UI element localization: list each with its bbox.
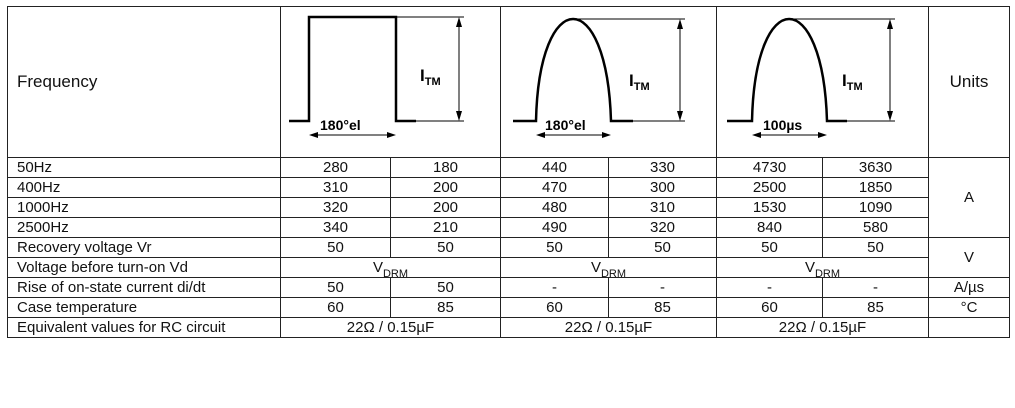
- table-cell: 300: [608, 177, 717, 198]
- table-cell: 60: [280, 297, 391, 318]
- table-cell-rc: 22Ω / 0.15µF: [716, 317, 929, 338]
- table-cell: 330: [608, 157, 717, 178]
- table-cell: 50: [608, 237, 717, 258]
- waveform-rectangular-cell: 180°el ITM: [280, 6, 501, 158]
- table-cell: 50: [280, 237, 391, 258]
- table-cell: 50: [390, 237, 501, 258]
- table-cell: -: [822, 277, 929, 298]
- rectangular-pulse-icon: 180°el ITM: [289, 15, 464, 138]
- table-cell-vdrm: VDRM: [500, 257, 717, 278]
- table-cell: 4730: [716, 157, 823, 178]
- table-cell-rc: 22Ω / 0.15µF: [280, 317, 501, 338]
- table-cell: -: [716, 277, 823, 298]
- pulse-width-label: 100µs: [763, 117, 802, 133]
- table-cell: 320: [280, 197, 391, 218]
- unit-cell-voltage: V: [928, 237, 1010, 278]
- unit-cell-current: A: [928, 157, 1010, 238]
- table-cell: 50: [716, 237, 823, 258]
- table-cell: 470: [500, 177, 609, 198]
- table-cell: 60: [716, 297, 823, 318]
- table-row-rc-circuit: Equivalent values for RC circuit 22Ω / 0…: [7, 317, 1010, 338]
- table-cell: 50: [390, 277, 501, 298]
- table-row-400hz: 400Hz 310 200 470 300 2500 1850: [7, 177, 1010, 198]
- table-cell-vdrm: VDRM: [716, 257, 929, 278]
- peak-current-label: ITM: [842, 71, 863, 93]
- table-cell: 3630: [822, 157, 929, 178]
- table-cell: 2500: [716, 177, 823, 198]
- table-cell: 320: [608, 217, 717, 238]
- table-cell: 840: [716, 217, 823, 238]
- table-cell: 200: [390, 177, 501, 198]
- table-cell: 210: [390, 217, 501, 238]
- table-cell: 50: [822, 237, 929, 258]
- row-label: 50Hz: [7, 157, 281, 178]
- table-cell: 440: [500, 157, 609, 178]
- table-cell: 60: [500, 297, 609, 318]
- table-cell: 310: [608, 197, 717, 218]
- table-cell: 280: [280, 157, 391, 178]
- table-row-50hz: 50Hz 280 180 440 330 4730 3630 A: [7, 157, 1010, 238]
- table-cell: 580: [822, 217, 929, 238]
- table-cell: 85: [822, 297, 929, 318]
- ratings-table: Frequency 180°el ITM: [7, 6, 1010, 338]
- peak-current-label: ITM: [420, 66, 441, 88]
- table-cell: 200: [390, 197, 501, 218]
- table-cell: 85: [608, 297, 717, 318]
- row-label: 2500Hz: [7, 217, 281, 238]
- unit-cell: A/µs: [928, 277, 1010, 298]
- table-cell: 480: [500, 197, 609, 218]
- table-row-recovery-voltage: Recovery voltage Vr 50 50 50 50 50 50 V: [7, 237, 1010, 278]
- waveform-sinusoidal-short-cell: 100µs ITM: [716, 6, 929, 158]
- table-cell: 340: [280, 217, 391, 238]
- units-header: Units: [928, 6, 1010, 158]
- pulse-width-label: 180°el: [320, 117, 361, 133]
- row-label: Rise of on-state current di/dt: [7, 277, 281, 298]
- table-cell: 50: [500, 237, 609, 258]
- table-row-1000hz: 1000Hz 320 200 480 310 1530 1090: [7, 197, 1010, 218]
- header-row: Frequency 180°el ITM: [7, 6, 1010, 158]
- unit-cell: °C: [928, 297, 1010, 318]
- waveform-sinusoidal-cell: 180°el ITM: [500, 6, 717, 158]
- pulse-width-label: 180°el: [545, 117, 586, 133]
- row-label: 1000Hz: [7, 197, 281, 218]
- table-cell: 310: [280, 177, 391, 198]
- row-label: Voltage before turn-on Vd: [7, 257, 281, 278]
- table-cell-rc: 22Ω / 0.15µF: [500, 317, 717, 338]
- frequency-header: Frequency: [7, 6, 281, 158]
- sinusoidal-short-pulse-icon: 100µs ITM: [727, 18, 895, 138]
- table-cell: -: [500, 277, 609, 298]
- table-row-di-dt: Rise of on-state current di/dt 50 50 - -…: [7, 277, 1010, 298]
- table-cell: 1850: [822, 177, 929, 198]
- row-label: Case temperature: [7, 297, 281, 318]
- table-cell: 85: [390, 297, 501, 318]
- table-row-voltage-before-turn-on: Voltage before turn-on Vd VDRM VDRM VDRM: [7, 257, 1010, 278]
- row-label: Equivalent values for RC circuit: [7, 317, 281, 338]
- table-cell-vdrm: VDRM: [280, 257, 501, 278]
- table-cell: 1090: [822, 197, 929, 218]
- table-cell: 1530: [716, 197, 823, 218]
- peak-current-label: ITM: [629, 71, 650, 93]
- row-label: 400Hz: [7, 177, 281, 198]
- table-row-case-temperature: Case temperature 60 85 60 85 60 85 °C: [7, 297, 1010, 318]
- table-cell: 490: [500, 217, 609, 238]
- table-row-2500hz: 2500Hz 340 210 490 320 840 580: [7, 217, 1010, 238]
- table-cell: 50: [280, 277, 391, 298]
- table-cell: -: [608, 277, 717, 298]
- table-cell: 180: [390, 157, 501, 178]
- row-label: Recovery voltage Vr: [7, 237, 281, 258]
- sinusoidal-pulse-icon: 180°el ITM: [513, 18, 685, 138]
- unit-cell: [928, 317, 1010, 338]
